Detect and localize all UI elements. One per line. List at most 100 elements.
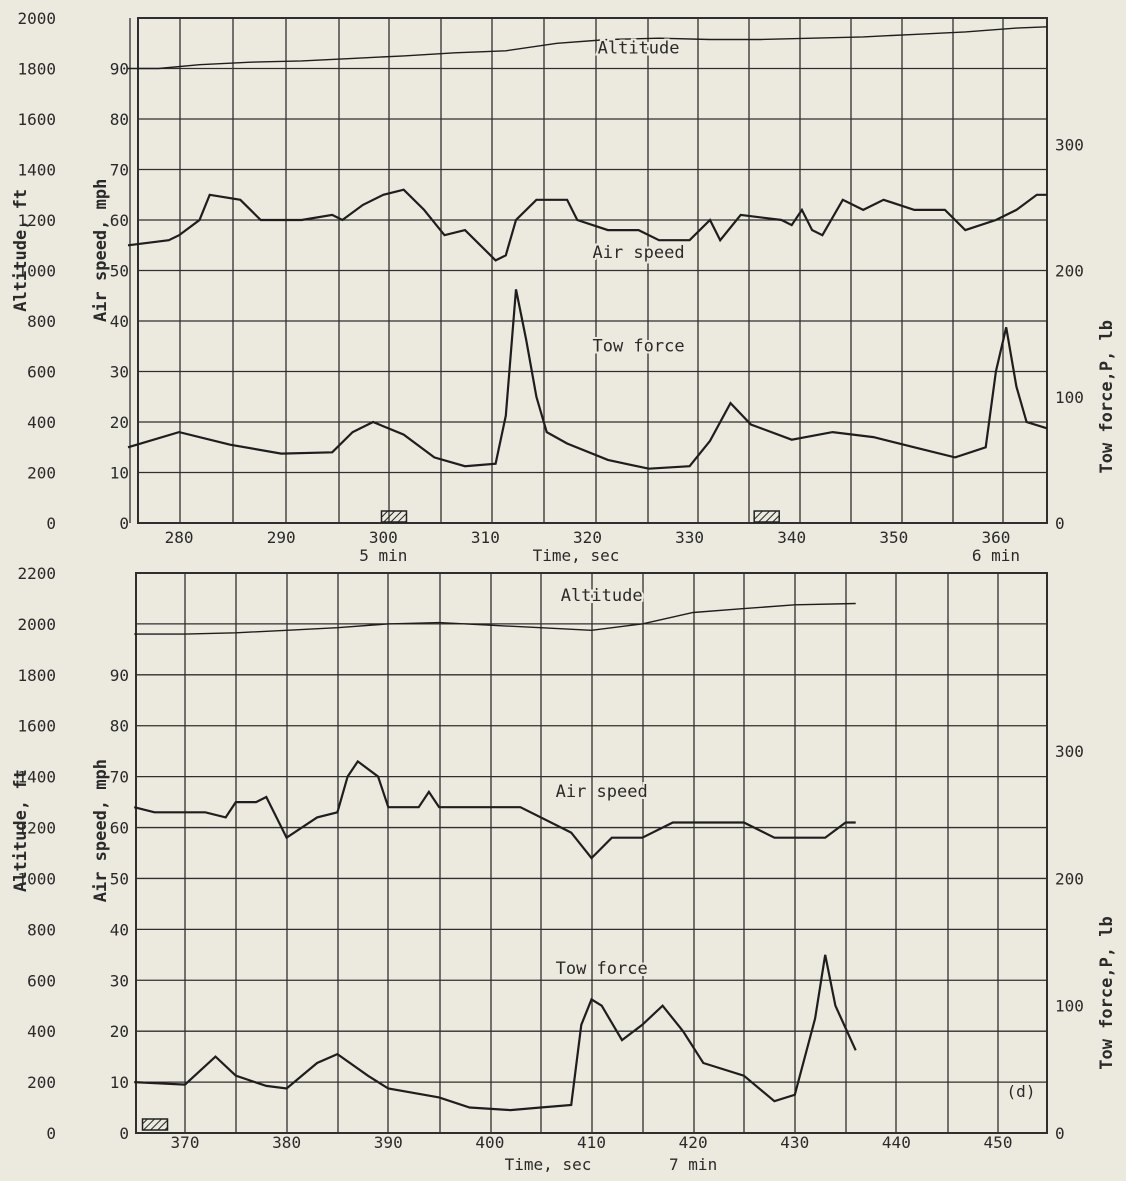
airspeed-tick-label: 10: [110, 464, 129, 483]
altitude-tick-label: 400: [27, 1022, 56, 1041]
series-label: Tow force: [556, 959, 648, 979]
tow-force-tick-label: 100: [1055, 997, 1084, 1016]
airspeed-tick-label: 40: [110, 312, 129, 331]
altitude-tick-label: 1800: [17, 60, 56, 79]
altitude-tick-label: 800: [27, 920, 56, 939]
altitude-tick-label: 800: [27, 312, 56, 331]
time-tick-label: 300: [369, 528, 398, 547]
series-line-altitude: [128, 26, 1048, 70]
series-line-air-speed: [133, 759, 856, 860]
airspeed-tick-label: 30: [110, 971, 129, 990]
event-marker: [753, 510, 780, 523]
time-tick-label: 390: [374, 1133, 403, 1152]
chart-panel-1: 0200400600800100012001400160018002000010…: [11, 9, 1117, 565]
altitude-tick-label: 200: [27, 1073, 56, 1092]
altitude-tick-label: 1000: [17, 262, 56, 281]
altitude-tick-label: 2000: [17, 9, 56, 28]
altitude-tick-label: 200: [27, 464, 56, 483]
altitude-axis-title: Altitude, ft: [11, 189, 31, 312]
time-tick-label: 450: [984, 1133, 1013, 1152]
tow-force-tick-label: 300: [1055, 135, 1084, 154]
series-line-air-speed: [127, 188, 1047, 262]
altitude-tick-label: 1800: [17, 666, 56, 685]
tow-force-axis-title: Tow force,P, lb: [1097, 320, 1117, 474]
altitude-tick-label: 1200: [17, 819, 56, 838]
time-tick-label: 310: [471, 528, 500, 547]
tow-force-axis-title: Tow force,P, lb: [1097, 916, 1117, 1070]
airspeed-tick-label: 50: [110, 869, 129, 888]
time-axis-title: Time, sec: [505, 1155, 592, 1174]
airspeed-axis-title: Air speed, mph: [91, 759, 111, 902]
time-tick-label: 370: [171, 1133, 200, 1152]
altitude-tick-label: 1600: [17, 717, 56, 736]
airspeed-tick-label: 10: [110, 1073, 129, 1092]
airspeed-axis-title: Air speed, mph: [91, 179, 111, 322]
tow-force-tick-label: 200: [1055, 262, 1084, 281]
series-label: Tow force: [592, 336, 684, 356]
altitude-tick-label: 600: [27, 971, 56, 990]
airspeed-tick-label: 60: [110, 819, 129, 838]
altitude-tick-label: 1400: [17, 161, 56, 180]
airspeed-tick-label: 80: [110, 717, 129, 736]
tow-force-tick-label: 300: [1055, 742, 1084, 761]
series-label: Air speed: [556, 782, 648, 802]
time-tick-label: 430: [780, 1133, 809, 1152]
altitude-tick-label: 1200: [17, 211, 56, 230]
altitude-tick-label: 1400: [17, 768, 56, 787]
time-tick-label: 340: [777, 528, 806, 547]
series-line-altitude: [134, 602, 856, 635]
minute-mark-label: 5 min: [359, 546, 407, 565]
airspeed-tick-label: 80: [110, 110, 129, 129]
series-label: Air speed: [592, 243, 684, 263]
time-axis-title: Time, sec: [533, 546, 620, 565]
altitude-tick-label: 1000: [17, 869, 56, 888]
altitude-tick-label: 2000: [17, 615, 56, 634]
series-line-tow-force: [134, 954, 857, 1112]
airspeed-tick-label: 20: [110, 413, 129, 432]
airspeed-tick-label: 20: [110, 1022, 129, 1041]
time-tick-label: 440: [882, 1133, 911, 1152]
tow-force-tick-label: 0: [1055, 514, 1065, 533]
time-tick-label: 360: [981, 528, 1010, 547]
altitude-tick-label: 2200: [17, 564, 56, 583]
event-marker: [380, 510, 408, 523]
minute-mark-label: 6 min: [972, 546, 1020, 565]
airspeed-tick-label: 70: [110, 768, 129, 787]
series-label: Altitude: [598, 38, 680, 58]
time-tick-label: 330: [675, 528, 704, 547]
time-tick-label: 350: [879, 528, 908, 547]
grid-lines: [136, 572, 1047, 1134]
time-tick-label: 410: [577, 1133, 606, 1152]
airspeed-tick-label: 40: [110, 920, 129, 939]
panel-label: (d): [1007, 1082, 1036, 1101]
plot-frame: [135, 572, 1048, 1134]
airspeed-tick-label: 0: [119, 514, 129, 533]
chart-panel-2: 0200400600800100012001400160018002000220…: [11, 564, 1117, 1174]
airspeed-tick-label: 70: [110, 161, 129, 180]
series-label: Altitude: [561, 586, 643, 606]
altitude-tick-label: 0: [46, 514, 56, 533]
altitude-axis-title: Altitude, ft: [11, 769, 31, 892]
event-marker: [141, 1118, 169, 1131]
minute-mark-label: 7 min: [669, 1155, 717, 1174]
airspeed-tick-label: 60: [110, 211, 129, 230]
time-tick-label: 420: [679, 1133, 708, 1152]
airspeed-tick-label: 30: [110, 363, 129, 382]
time-tick-label: 400: [475, 1133, 504, 1152]
airspeed-tick-label: 50: [110, 262, 129, 281]
altitude-tick-label: 400: [27, 413, 56, 432]
series-line-tow-force: [127, 289, 1048, 470]
tow-force-tick-label: 0: [1055, 1124, 1065, 1143]
time-tick-label: 380: [272, 1133, 301, 1152]
grid-lines: [129, 17, 1047, 524]
altitude-tick-label: 1600: [17, 110, 56, 129]
time-tick-label: 320: [573, 528, 602, 547]
altitude-tick-label: 0: [46, 1124, 56, 1143]
tow-force-tick-label: 200: [1055, 869, 1084, 888]
time-tick-label: 290: [267, 528, 296, 547]
airspeed-tick-label: 90: [110, 60, 129, 79]
airspeed-tick-label: 90: [110, 666, 129, 685]
plot-frame: [137, 17, 1048, 524]
